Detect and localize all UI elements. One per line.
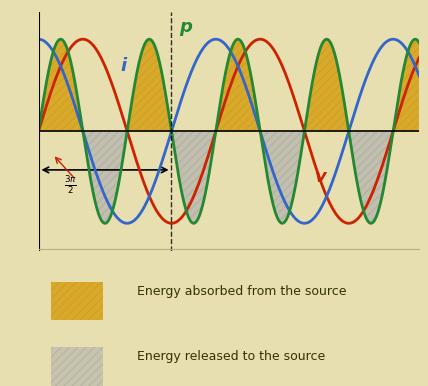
Text: Energy released to the source: Energy released to the source — [137, 350, 325, 363]
Text: p: p — [180, 18, 193, 36]
Text: $\frac{3\pi}{2}$: $\frac{3\pi}{2}$ — [64, 174, 77, 196]
Text: i: i — [120, 58, 126, 75]
Text: v: v — [315, 168, 327, 186]
Text: Energy absorbed from the source: Energy absorbed from the source — [137, 285, 346, 298]
